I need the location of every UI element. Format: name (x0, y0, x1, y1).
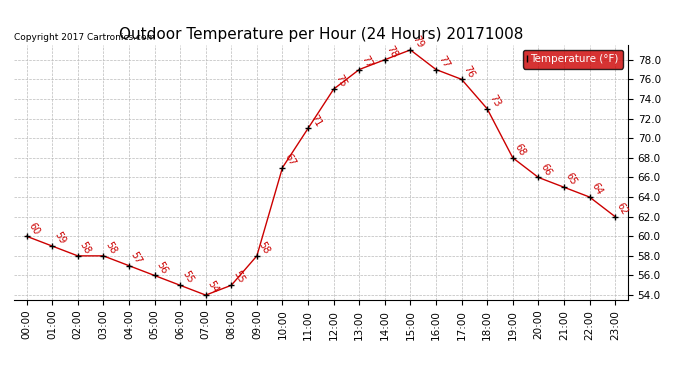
Text: 65: 65 (564, 171, 579, 187)
Text: 71: 71 (308, 112, 323, 128)
Text: 57: 57 (129, 250, 144, 266)
Text: 60: 60 (27, 220, 41, 236)
Text: 64: 64 (589, 182, 604, 197)
Text: 54: 54 (206, 279, 221, 295)
Text: 76: 76 (462, 64, 476, 80)
Legend: Temperature (°F): Temperature (°F) (523, 50, 622, 69)
Text: 77: 77 (359, 54, 374, 69)
Title: Outdoor Temperature per Hour (24 Hours) 20171008: Outdoor Temperature per Hour (24 Hours) … (119, 27, 523, 42)
Text: 58: 58 (104, 240, 118, 256)
Text: 68: 68 (513, 142, 528, 158)
Text: 77: 77 (436, 54, 451, 69)
Text: 62: 62 (615, 201, 630, 217)
Text: 59: 59 (52, 230, 67, 246)
Text: Copyright 2017 Cartronics.com: Copyright 2017 Cartronics.com (14, 33, 155, 42)
Text: 67: 67 (282, 152, 297, 168)
Text: 75: 75 (334, 73, 348, 89)
Text: 55: 55 (180, 270, 195, 285)
Text: 58: 58 (257, 240, 272, 256)
Text: 55: 55 (231, 270, 246, 285)
Text: 58: 58 (78, 240, 92, 256)
Text: 79: 79 (411, 34, 425, 50)
Text: 73: 73 (487, 93, 502, 109)
Text: 56: 56 (155, 260, 169, 276)
Text: 66: 66 (538, 162, 553, 177)
Text: 78: 78 (385, 44, 400, 60)
